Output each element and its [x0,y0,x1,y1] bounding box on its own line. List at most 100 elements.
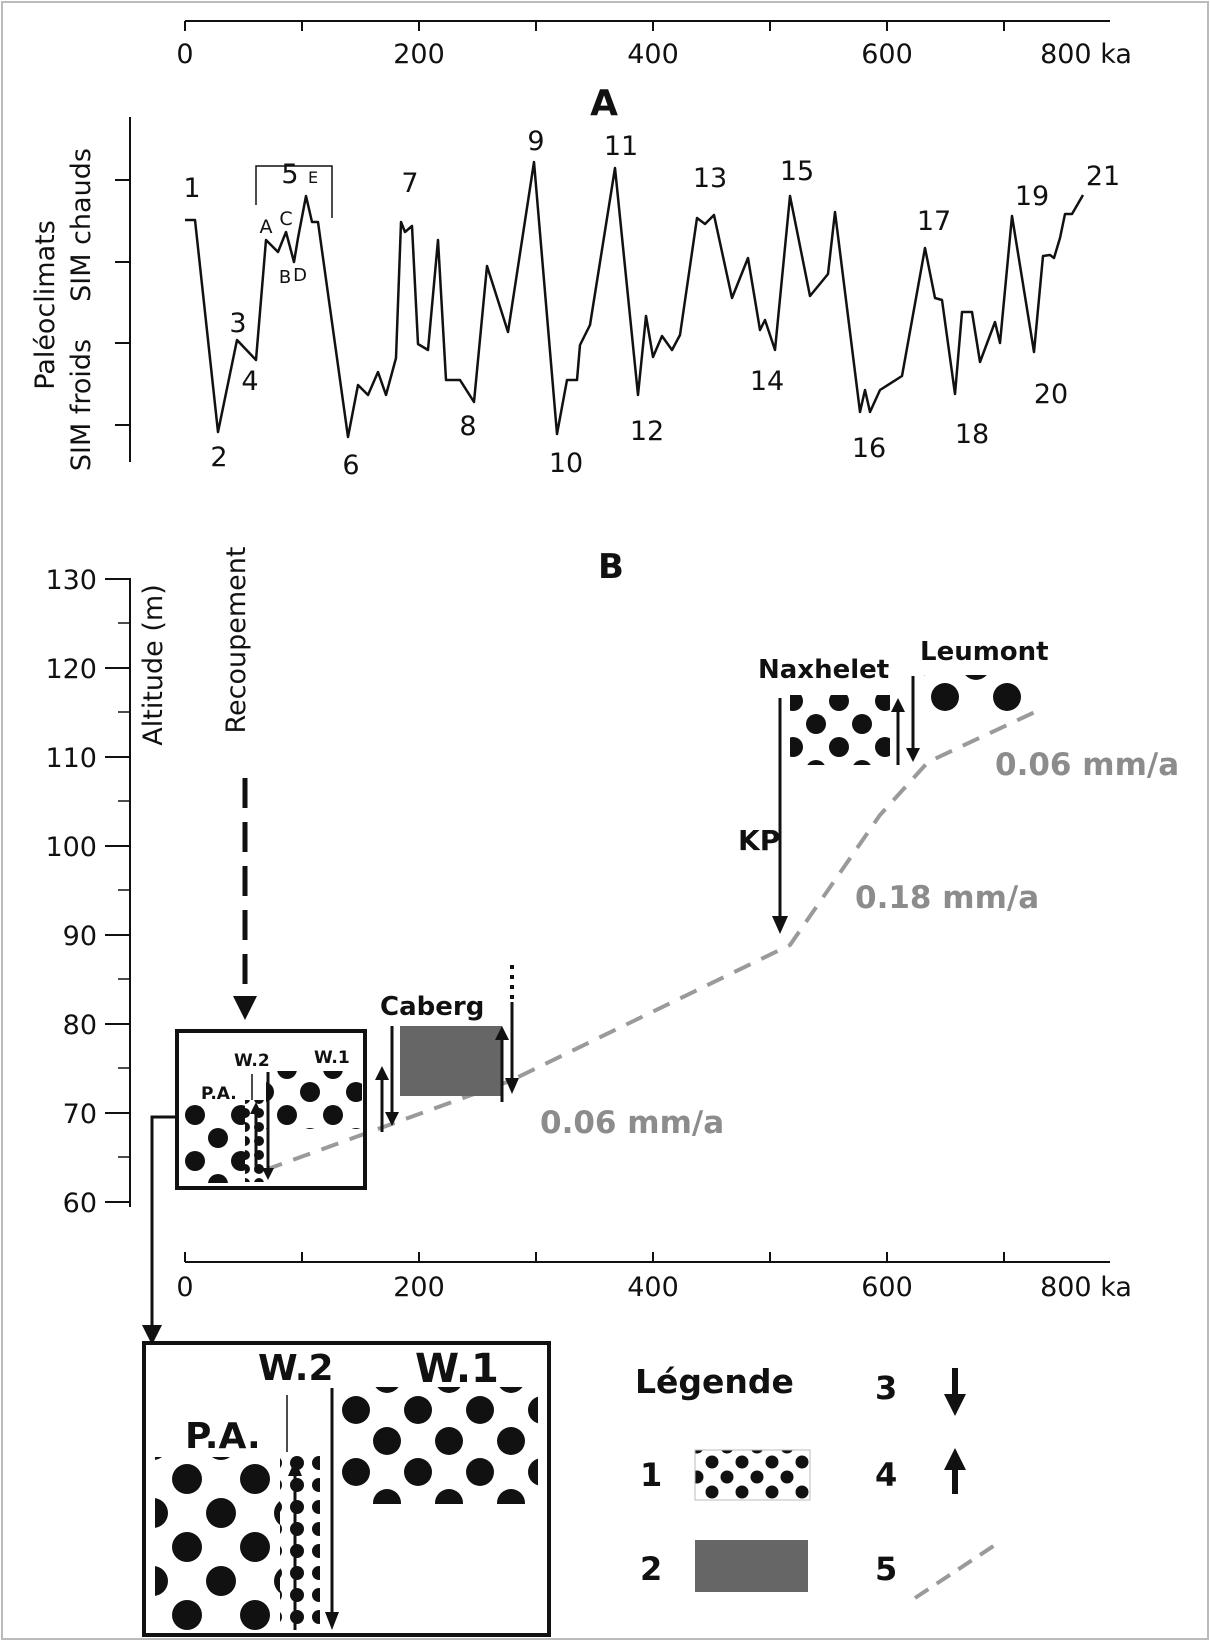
b-ytick-110: 110 [45,743,97,774]
stage-label-14: 14 [750,366,784,397]
inset-up-arrowhead [288,1460,302,1476]
w1-up-arrowhead [375,1066,389,1080]
panel-b: B 130 120 110 100 90 80 70 60 [45,547,1179,1345]
b-xtick-600: 600 [861,1272,913,1303]
kp-label: KP [738,824,780,857]
pa-label-small: P.A. [201,1084,237,1104]
sim-froids-label: SIM froids [66,339,97,471]
legend-num-3: 3 [875,1369,897,1407]
stage-label-16: 16 [852,433,886,464]
legend-title: Légende [635,1362,794,1401]
panel-b-y-axis: 130 120 110 100 90 80 70 60 [45,565,131,1219]
panel-a: 0 200 400 600 800 ka A Paléoclimats SIM … [30,20,1132,481]
sim-chauds-label: SIM chauds [66,148,97,302]
w2-up-arrowhead-small [250,1102,262,1114]
b-ytick-80: 80 [63,1010,97,1041]
inset-w1-gravel [340,1387,538,1504]
inset-w2-gravel [280,1450,320,1632]
w1-down-arrowhead [385,1112,399,1126]
legend-gravel-symbol [694,1449,811,1501]
legend-down-arrow-icon [944,1394,966,1416]
b-xtick-800: 800 ka [1040,1272,1132,1303]
stage-label-6: 6 [342,450,359,481]
legend-num-4: 4 [875,1456,897,1494]
inset-w2-label: W.2 [258,1348,334,1389]
a-tick-800: 800 ka [1040,39,1132,70]
rate-lower: 0.06 mm/a [540,1105,724,1141]
naxhelet-down-arrowhead [906,748,920,762]
stage-label-11: 11 [604,131,638,162]
detail-box [175,1029,367,1190]
b-xtick-200: 200 [393,1272,445,1303]
panel-b-x-axis: 0 200 400 600 800 ka [176,1252,1132,1303]
b-ytick-90: 90 [63,921,97,952]
b-xtick-400: 400 [627,1272,679,1303]
panel-a-letter: A [590,83,618,124]
a-tick-200: 200 [393,39,445,70]
substage-d: D [293,265,307,286]
b-ytick-130: 130 [45,565,97,596]
stage-label-10: 10 [549,448,583,479]
caberg-down-arrowhead [505,1078,519,1094]
legend-gray-symbol [695,1540,808,1592]
legend-num-5: 5 [875,1550,897,1588]
inset-connector [150,1115,177,1330]
stage-label-13: 13 [693,163,727,194]
inset-pa-gravel [155,1457,280,1632]
substage-labels: A C E B D [260,168,319,288]
b-xtick-0: 0 [176,1272,193,1303]
panel-a-y-axis [115,117,131,462]
rate-middle: 0.18 mm/a [855,880,1039,916]
w2-down-arrowhead-small [262,1168,274,1180]
stage-label-12: 12 [630,416,664,447]
b-ytick-100: 100 [45,832,97,863]
legend-num-1: 1 [640,1456,662,1494]
panel-a-time-axis: 0 200 400 600 800 ka [176,20,1132,70]
substage-b: B [279,267,291,288]
inset-w1-label: W.1 [415,1346,499,1392]
inset-frame [142,1341,551,1637]
inset-connector-arrowhead [142,1325,162,1345]
stage-5-bracket [255,165,333,218]
recoupement-label: Recoupement [221,547,252,734]
caberg-block [400,1026,502,1096]
stage-label-4: 4 [241,366,258,397]
stage-label-17: 17 [917,206,951,237]
altitude-label: Altitude (m) [138,584,169,745]
mis-curve [185,160,1085,439]
legend-num-2: 2 [640,1550,662,1588]
stage-label-8: 8 [459,411,476,442]
paleoclimats-label: Paléoclimats [30,220,61,390]
substage-c: C [279,208,292,230]
stage-label-1: 1 [183,173,200,204]
naxhelet-label: Naxhelet [758,655,889,685]
w1-label-small: W.1 [314,1048,350,1068]
a-tick-0: 0 [176,39,193,70]
leumont-label: Leumont [920,637,1049,667]
legend-dashed-line-icon [913,1543,997,1600]
recoupement-arrow-head [233,996,257,1020]
rate-upper: 0.06 mm/a [995,747,1179,783]
stage-label-20: 20 [1034,379,1068,410]
b-ytick-120: 120 [45,654,97,685]
w1-gravel-small [266,1071,362,1129]
w2-label-small: W.2 [234,1051,270,1071]
caberg-up-arrowhead [495,1026,509,1040]
naxhelet-up-arrowhead [891,698,905,712]
stage-label-18: 18 [955,419,989,450]
inset-pa-label: P.A. [185,1416,261,1457]
naxhelet-gravel [790,695,890,765]
stage-label-2: 2 [210,442,227,473]
legend: Légende 1 2 3 4 5 [635,1362,997,1600]
stage-label-3: 3 [229,308,246,339]
stage-label-7: 7 [401,168,418,199]
kp-down-arrowhead [772,916,788,934]
b-ytick-70: 70 [63,1099,97,1130]
pa-gravel-small [182,1103,252,1183]
stage-label-19: 19 [1015,181,1049,212]
a-tick-600: 600 [861,39,913,70]
stage-label-9: 9 [527,126,544,157]
panel-b-letter: B [598,547,624,587]
